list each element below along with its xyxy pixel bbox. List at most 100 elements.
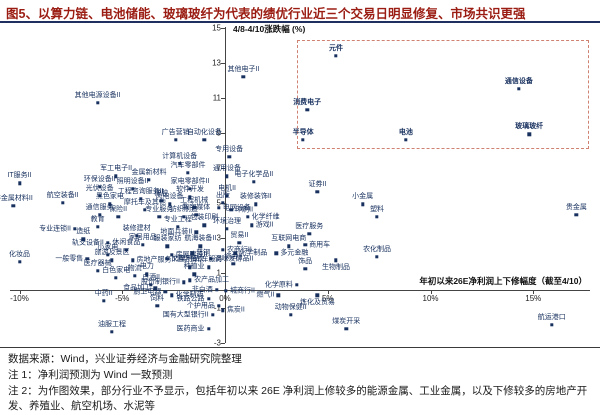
scatter-point-label: 专业工程 <box>164 216 192 223</box>
scatter-point <box>221 248 224 251</box>
scatter-point-label: 贵金属 <box>566 204 587 211</box>
scatter-point-label: 饲料 <box>150 295 164 302</box>
scatter-point-label: 消费电子 <box>293 99 321 106</box>
scatter-point-label: 非金属材料II <box>0 195 33 202</box>
x-tick-label: 15% <box>525 294 541 303</box>
scatter-point-label: 玻璃玻纤 <box>515 123 543 130</box>
scatter-point <box>12 204 15 207</box>
scatter-point <box>295 283 298 286</box>
scatter-point-label: 广告营销 <box>162 129 190 136</box>
scatter-point-label: 装修装饰II <box>240 193 272 200</box>
scatter-point <box>131 259 134 262</box>
scatter-point-label: 农产品加工 <box>194 277 229 284</box>
scatter-point <box>316 294 319 297</box>
x-axis-title: 年初以来26E净利润上下修幅度（截至4/10） <box>419 275 587 287</box>
scatter-point-label: 白酒II <box>142 274 160 281</box>
scatter-point-label: 城商行II <box>230 287 255 294</box>
scatter-point <box>527 133 530 136</box>
scatter-point <box>316 190 319 193</box>
scatter-point <box>275 252 278 255</box>
scatter-point-label: 汽车服务 <box>195 256 223 263</box>
scatter-point-label: 焦炭II <box>227 307 245 314</box>
scatter-point-label: 电机II <box>218 185 236 192</box>
scatter-point-label: 电力 <box>140 263 154 270</box>
scatter-point <box>375 215 378 218</box>
highlight-dashed-box <box>297 40 589 149</box>
scatter-point-label: 包装印刷 <box>190 214 218 221</box>
scatter-point <box>225 175 228 178</box>
scatter-point <box>166 257 169 260</box>
scatter-point-label: 军工电子II <box>100 165 132 172</box>
scatter-point-label: 化学原料 <box>265 281 293 288</box>
scatter-point <box>195 231 198 234</box>
x-tick-label: 10% <box>422 294 438 303</box>
scatter-point-label: 化妆品 <box>9 251 30 258</box>
scatter-point-label: 通信设备 <box>505 78 533 85</box>
scatter-point <box>102 299 105 302</box>
x-tick-label: 0% <box>219 294 231 303</box>
scatter-point-label: 医疗器械 <box>84 260 112 267</box>
scatter-point-label: 装修建材 <box>123 225 151 232</box>
scatter-point-label: 服装家纺 <box>153 235 181 242</box>
scatter-point <box>229 208 232 211</box>
scatter-point <box>192 273 195 276</box>
scatter-point-label: 专用设备 <box>215 146 243 153</box>
scatter-point-label: 化学纤维 <box>252 213 280 220</box>
scatter-point-label: 航空装备II <box>47 192 79 199</box>
scatter-point-label: 航运港口 <box>538 314 566 321</box>
scatter-point-label: 互联网电商 <box>271 235 306 242</box>
scatter-point-label: 综合II <box>224 253 242 260</box>
scatter-point <box>334 54 337 57</box>
scatter-point <box>224 289 227 292</box>
scatter-point-label: 计算机设备 <box>162 153 197 160</box>
scatter-point-label: 燃气II <box>257 292 275 299</box>
scatter-point-label: 证券II <box>309 181 327 188</box>
scatter-point <box>227 155 230 158</box>
y-tick-label: 15 <box>212 23 224 32</box>
scatter-point <box>303 243 306 246</box>
scatter-point <box>246 215 249 218</box>
scatter-point-label: 农化制品 <box>363 246 391 253</box>
scatter-point <box>232 262 235 265</box>
scatter-point-label: 生物制品 <box>322 264 350 271</box>
scatter-point-label: 塑料 <box>370 206 384 213</box>
scatter-point <box>18 260 21 263</box>
scatter-point-label: 软件开发 <box>176 186 204 193</box>
scatter-point-label: 小金属 <box>352 193 373 200</box>
scatter-point-label: 自动化设备 <box>187 129 222 136</box>
scatter-point-label: 照明设备II <box>117 178 149 185</box>
scatter-point <box>334 259 337 262</box>
scatter-point <box>61 201 64 204</box>
scatter-point-label: 电池 <box>399 129 413 136</box>
scatter-point <box>575 213 578 216</box>
scatter-point-label: 国有大型银行II <box>163 311 209 318</box>
scatter-point-label: 金属新材料 <box>131 169 166 176</box>
y-tick-label: -3 <box>214 338 224 347</box>
scatter-point <box>110 330 113 333</box>
scatter-point-label: 航海装备II <box>184 235 216 242</box>
scatter-point-label: 非白酒 <box>192 287 213 294</box>
scatter-point-label: 种植业 <box>184 263 205 270</box>
scatter-point <box>186 171 189 174</box>
scatter-point <box>215 288 218 291</box>
scatter-point <box>164 290 167 293</box>
scatter-point <box>404 138 407 141</box>
scatter-point-label: 专业连锁II <box>39 225 71 232</box>
scatter-point-label: 商用车 <box>309 241 330 248</box>
scatter-point <box>252 180 255 183</box>
scatter-point <box>116 215 119 218</box>
scatter-point-label: 一般零售 <box>55 255 83 262</box>
scatter-point <box>158 215 161 218</box>
scatter-point-label: 白色家电 <box>102 267 130 274</box>
scatter-point-label: 黑色家电 <box>96 193 124 200</box>
scatter-point-label: 家电零部件II <box>171 178 210 185</box>
footer-notes: 数据来源：Wind，兴业证券经济与金融研究院整理 注 1：净利润预测为 Wind… <box>0 347 600 415</box>
y-tick-label: 1 <box>217 268 224 277</box>
scatter-point <box>96 225 99 228</box>
data-source-note: 数据来源：Wind，兴业证券经济与金融研究院整理 <box>8 352 592 368</box>
scatter-point <box>517 87 520 90</box>
scatter-point-label: 保险II <box>109 206 127 213</box>
scatter-point-label: 旅游及景区 <box>94 249 129 256</box>
scatter-point-label: 印刷II <box>235 206 253 213</box>
scatter-point-label: 煤炭开采 <box>332 318 360 325</box>
